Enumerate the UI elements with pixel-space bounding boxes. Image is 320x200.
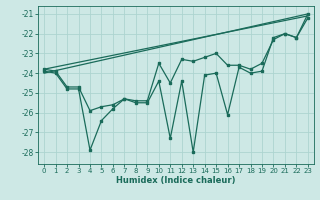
X-axis label: Humidex (Indice chaleur): Humidex (Indice chaleur) xyxy=(116,176,236,185)
